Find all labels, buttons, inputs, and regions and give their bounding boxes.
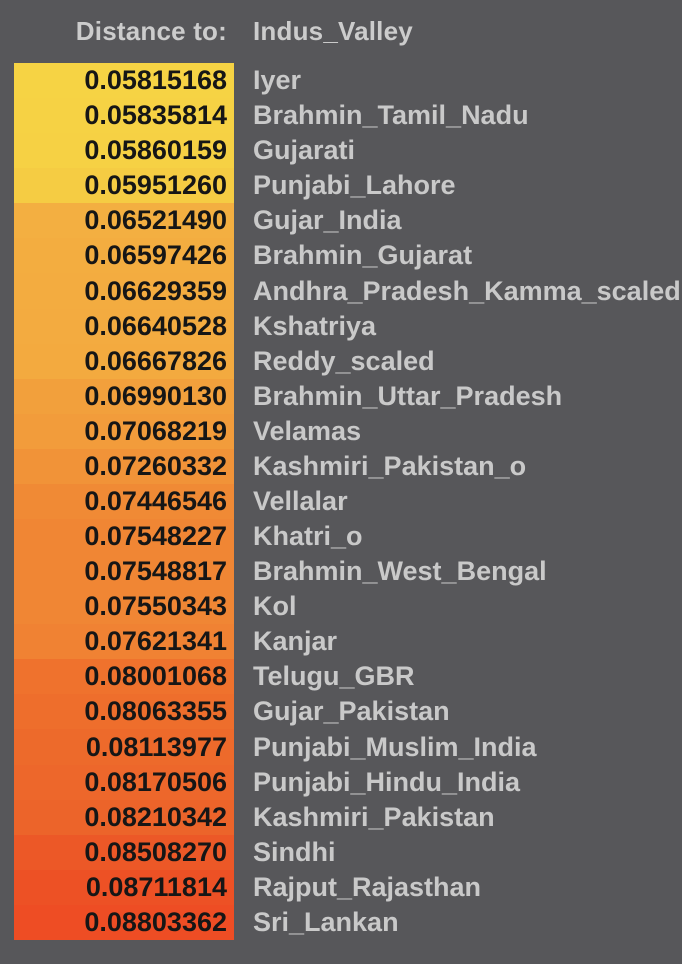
table-row: 0.07621341 Kanjar	[0, 624, 682, 660]
table-row: 0.05860159 Gujarati	[0, 133, 682, 169]
population-label: Gujar_Pakistan	[253, 696, 450, 727]
population-label: Brahmin_Uttar_Pradesh	[253, 380, 563, 411]
distance-value-cell: 0.06521490	[14, 203, 234, 239]
population-label: Brahmin_Tamil_Nadu	[253, 100, 529, 131]
population-label: Andhra_Pradesh_Kamma_scaled	[253, 275, 681, 306]
table-row: 0.07446546 Vellalar	[0, 483, 682, 520]
table-row: 0.08803362 Sri_Lankan	[0, 904, 682, 940]
population-label: Kashmiri_Pakistan	[253, 801, 495, 832]
distance-value-cell: 0.06667826	[14, 343, 234, 379]
distance-value-cell: 0.05815168	[14, 63, 234, 99]
table-row: 0.08063355 Gujar_Pakistan	[0, 694, 682, 730]
table-row: 0.06597426 Brahmin_Gujarat	[0, 238, 682, 274]
table-row: 0.05815168 Iyer	[0, 63, 682, 99]
population-label: Gujar_India	[253, 205, 402, 236]
distance-value-cell: 0.06640528	[14, 308, 234, 344]
population-label: Rajput_Rajasthan	[253, 871, 482, 902]
distance-value-cell: 0.08711814	[14, 869, 234, 905]
table-row: 0.08001068 Telugu_GBR	[0, 659, 682, 695]
distance-value-cell: 0.07260332	[14, 448, 234, 484]
distance-value-cell: 0.08063355	[14, 694, 234, 730]
population-label: Iyer	[253, 65, 302, 96]
table-row: 0.06667826 Reddy_scaled	[0, 343, 682, 379]
population-label: Kanjar	[253, 626, 338, 657]
distance-value-cell: 0.08803362	[14, 904, 234, 940]
distance-value-cell: 0.07548817	[14, 554, 234, 590]
distance-to-label: Distance to:	[75, 16, 227, 46]
table-row: 0.06640528 Kshatriya	[0, 308, 682, 344]
distance-value-cell: 0.06990130	[14, 378, 234, 414]
population-label: Vellalar	[253, 485, 348, 516]
population-label: Kshatriya	[253, 310, 377, 341]
table-row: 0.06629359 Andhra_Pradesh_Kamma_scaled	[0, 273, 682, 309]
target-population-name: Indus_Valley	[253, 16, 413, 46]
table-row: 0.08113977 Punjabi_Muslim_India	[0, 729, 682, 765]
table-row: 0.07548227 Khatri_o	[0, 519, 682, 555]
distance-value-cell: 0.07068219	[14, 413, 234, 449]
distance-value-cell: 0.07550343	[14, 589, 234, 625]
population-label: Brahmin_West_Bengal	[253, 556, 547, 587]
table-header: Distance to: Indus_Valley	[0, 0, 682, 63]
population-label: Sri_Lankan	[253, 906, 399, 937]
distance-value-cell: 0.06597426	[14, 238, 234, 274]
distance-value-cell: 0.05860159	[14, 133, 234, 169]
table-row: 0.08711814 Rajput_Rajasthan	[0, 869, 682, 905]
table-row: 0.08170506 Punjabi_Hindu_India	[0, 764, 682, 800]
table-row: 0.07548817 Brahmin_West_Bengal	[0, 554, 682, 590]
distance-value-cell: 0.07548227	[14, 519, 234, 555]
table-row: 0.07260332 Kashmiri_Pakistan_o	[0, 448, 682, 484]
table-row: 0.07550343 Kol	[0, 589, 682, 625]
distance-value-cell: 0.08508270	[14, 834, 234, 870]
table-row: 0.07068219 Velamas	[0, 413, 682, 449]
table-row: 0.05835814 Brahmin_Tamil_Nadu	[0, 98, 682, 134]
table-row: 0.06521490 Gujar_India	[0, 203, 682, 239]
distance-value-cell: 0.07621341	[14, 624, 234, 660]
population-label: Khatri_o	[253, 521, 363, 552]
population-label: Velamas	[253, 415, 362, 446]
population-label: Kol	[253, 591, 297, 622]
distance-value-cell: 0.07446546	[14, 483, 234, 520]
population-label: Kashmiri_Pakistan_o	[253, 450, 527, 481]
population-label: Punjabi_Hindu_India	[253, 766, 521, 797]
distance-value-cell: 0.08113977	[14, 729, 234, 765]
table-row: 0.08210342 Kashmiri_Pakistan	[0, 799, 682, 835]
distance-value-cell: 0.05951260	[14, 168, 234, 204]
population-label: Brahmin_Gujarat	[253, 240, 473, 271]
population-label: Telugu_GBR	[253, 661, 415, 692]
distance-value-cell: 0.08210342	[14, 799, 234, 835]
distance-value-cell: 0.08001068	[14, 659, 234, 695]
table-row: 0.06990130 Brahmin_Uttar_Pradesh	[0, 378, 682, 414]
population-label: Punjabi_Muslim_India	[253, 731, 537, 762]
population-label: Sindhi	[253, 836, 336, 867]
population-label: Punjabi_Lahore	[253, 170, 456, 201]
table-row: 0.05951260 Punjabi_Lahore	[0, 168, 682, 204]
distance-value-cell: 0.08170506	[14, 764, 234, 800]
distance-value-cell: 0.06629359	[14, 273, 234, 309]
distance-value-cell: 0.05835814	[14, 98, 234, 134]
table-row: 0.08508270 Sindhi	[0, 834, 682, 870]
population-label: Reddy_scaled	[253, 345, 435, 376]
population-label: Gujarati	[253, 135, 356, 166]
table-body: 0.05815168 Iyer 0.05835814 Brahmin_Tamil…	[0, 63, 682, 940]
